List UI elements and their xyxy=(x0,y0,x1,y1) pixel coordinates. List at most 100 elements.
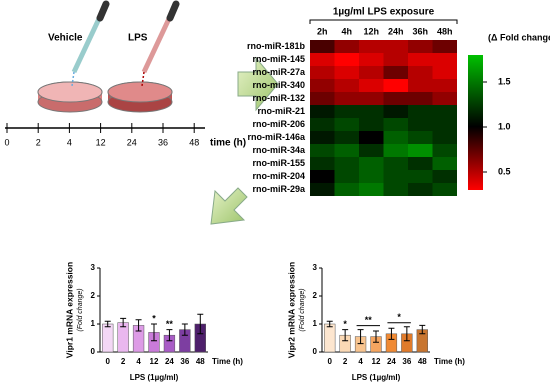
heatmap-cell xyxy=(334,183,359,196)
heatmap-cell xyxy=(359,79,384,92)
timeline-label: 36 xyxy=(158,137,168,147)
timeline-label: 12 xyxy=(96,137,106,147)
significance: * xyxy=(343,319,347,329)
heatmap-cell xyxy=(408,183,433,196)
heatmap-cell xyxy=(359,92,384,105)
heatmap-cell xyxy=(408,118,433,131)
heatmap-cell xyxy=(383,79,408,92)
row-label: rno-miR-132 xyxy=(252,93,305,103)
heatmap-cell xyxy=(310,105,335,118)
heatmap-cell xyxy=(432,183,457,196)
heatmap-cell xyxy=(359,105,384,118)
error-bar xyxy=(326,320,333,328)
heatmap-cell xyxy=(310,66,335,79)
heatmap-cell xyxy=(383,144,408,157)
x-tick-label: 12 xyxy=(150,357,159,366)
heatmap-cell xyxy=(310,131,335,144)
heatmap-cell xyxy=(383,131,408,144)
error-bar xyxy=(120,317,127,328)
x-unit-label: Time (h) xyxy=(212,357,243,366)
heatmap-cell xyxy=(310,92,335,105)
error-bar xyxy=(419,324,426,335)
column-label: 2h xyxy=(317,26,328,36)
x-tick-label: 4 xyxy=(358,357,363,366)
error-bar xyxy=(197,313,204,335)
timeline-label: 48 xyxy=(189,137,199,147)
heatmap-cell xyxy=(334,131,359,144)
heatmap-cell xyxy=(334,40,359,53)
timeline-label: 24 xyxy=(127,137,137,147)
time-label: time (h) xyxy=(210,138,246,149)
heatmap-cell xyxy=(408,105,433,118)
column-label: 48h xyxy=(437,26,453,36)
heatmap-cell xyxy=(310,118,335,131)
heatmap-cell xyxy=(383,92,408,105)
x-tick-label: 4 xyxy=(136,357,141,366)
x-label: LPS (1µg/ml) xyxy=(130,373,179,382)
heatmap-cell xyxy=(359,131,384,144)
heatmap-cell xyxy=(408,66,433,79)
heatmap-cell xyxy=(383,118,408,131)
x-tick-label: 48 xyxy=(196,357,205,366)
colorbar-title: (Δ Fold change) xyxy=(488,32,550,42)
error-bar xyxy=(342,329,349,342)
heatmap-cell xyxy=(334,157,359,170)
heatmap-cell xyxy=(359,157,384,170)
error-bar xyxy=(388,327,395,340)
error-bar xyxy=(151,323,157,342)
x-unit-label: Time (h) xyxy=(434,357,465,366)
heatmap-cell xyxy=(334,53,359,66)
x-tick-label: 0 xyxy=(105,357,110,366)
heatmap-cell xyxy=(408,131,433,144)
error-bar xyxy=(403,326,410,342)
heatmap-cell xyxy=(432,157,457,170)
error-bar xyxy=(104,320,111,328)
heatmap-cell xyxy=(408,40,433,53)
y-tick-label: 1 xyxy=(313,319,318,328)
colorbar-label: 0.5 xyxy=(498,166,511,176)
arrow xyxy=(237,56,279,112)
y-tick-label: 2 xyxy=(91,291,96,300)
row-label: rno-miR-27a xyxy=(252,67,306,77)
row-label: rno-miR-146a xyxy=(247,132,306,142)
heatmap-cell xyxy=(383,66,408,79)
heatmap-cell xyxy=(432,170,457,183)
significance: * xyxy=(152,313,156,323)
heatmap-cell xyxy=(432,40,457,53)
heatmap-cell xyxy=(432,105,457,118)
row-label: rno-miR-340 xyxy=(252,80,305,90)
error-bar xyxy=(135,319,142,332)
y-tick-label: 3 xyxy=(313,263,318,272)
sketch xyxy=(5,0,205,129)
row-label: rno-miR-204 xyxy=(252,171,305,181)
heatmap-cell xyxy=(334,118,359,131)
heatmap-cell xyxy=(334,170,359,183)
x-tick-label: 2 xyxy=(343,357,348,366)
heatmap-cell xyxy=(408,92,433,105)
timeline-label: 0 xyxy=(4,137,9,147)
heatmap-cell xyxy=(383,40,408,53)
heatmap-cell xyxy=(310,53,335,66)
y-label: Vipr1 mRNA expression xyxy=(64,262,74,358)
heatmap-cell xyxy=(408,170,433,183)
heatmap-cell xyxy=(432,131,457,144)
x-tick-label: 2 xyxy=(121,357,126,366)
column-label: 24h xyxy=(388,26,404,36)
bar xyxy=(324,323,336,353)
heatmap-cell xyxy=(359,183,384,196)
heatmap-cell xyxy=(432,79,457,92)
heatmap-cell xyxy=(334,92,359,105)
heatmap-cell xyxy=(408,144,433,157)
heatmap-title: 1µg/ml LPS exposure xyxy=(333,7,435,18)
heatmap-cell xyxy=(310,170,335,183)
row-label: rno-miR-34a xyxy=(252,145,306,155)
x-tick-label: 24 xyxy=(165,357,174,366)
heatmap-cell xyxy=(383,105,408,118)
x-tick-label: 24 xyxy=(387,357,396,366)
heatmap-cell xyxy=(310,157,335,170)
error-bar xyxy=(181,323,188,336)
heatmap-cell xyxy=(334,144,359,157)
x-tick-label: 48 xyxy=(418,357,427,366)
heatmap-cell xyxy=(408,79,433,92)
heatmap-cell xyxy=(359,118,384,131)
